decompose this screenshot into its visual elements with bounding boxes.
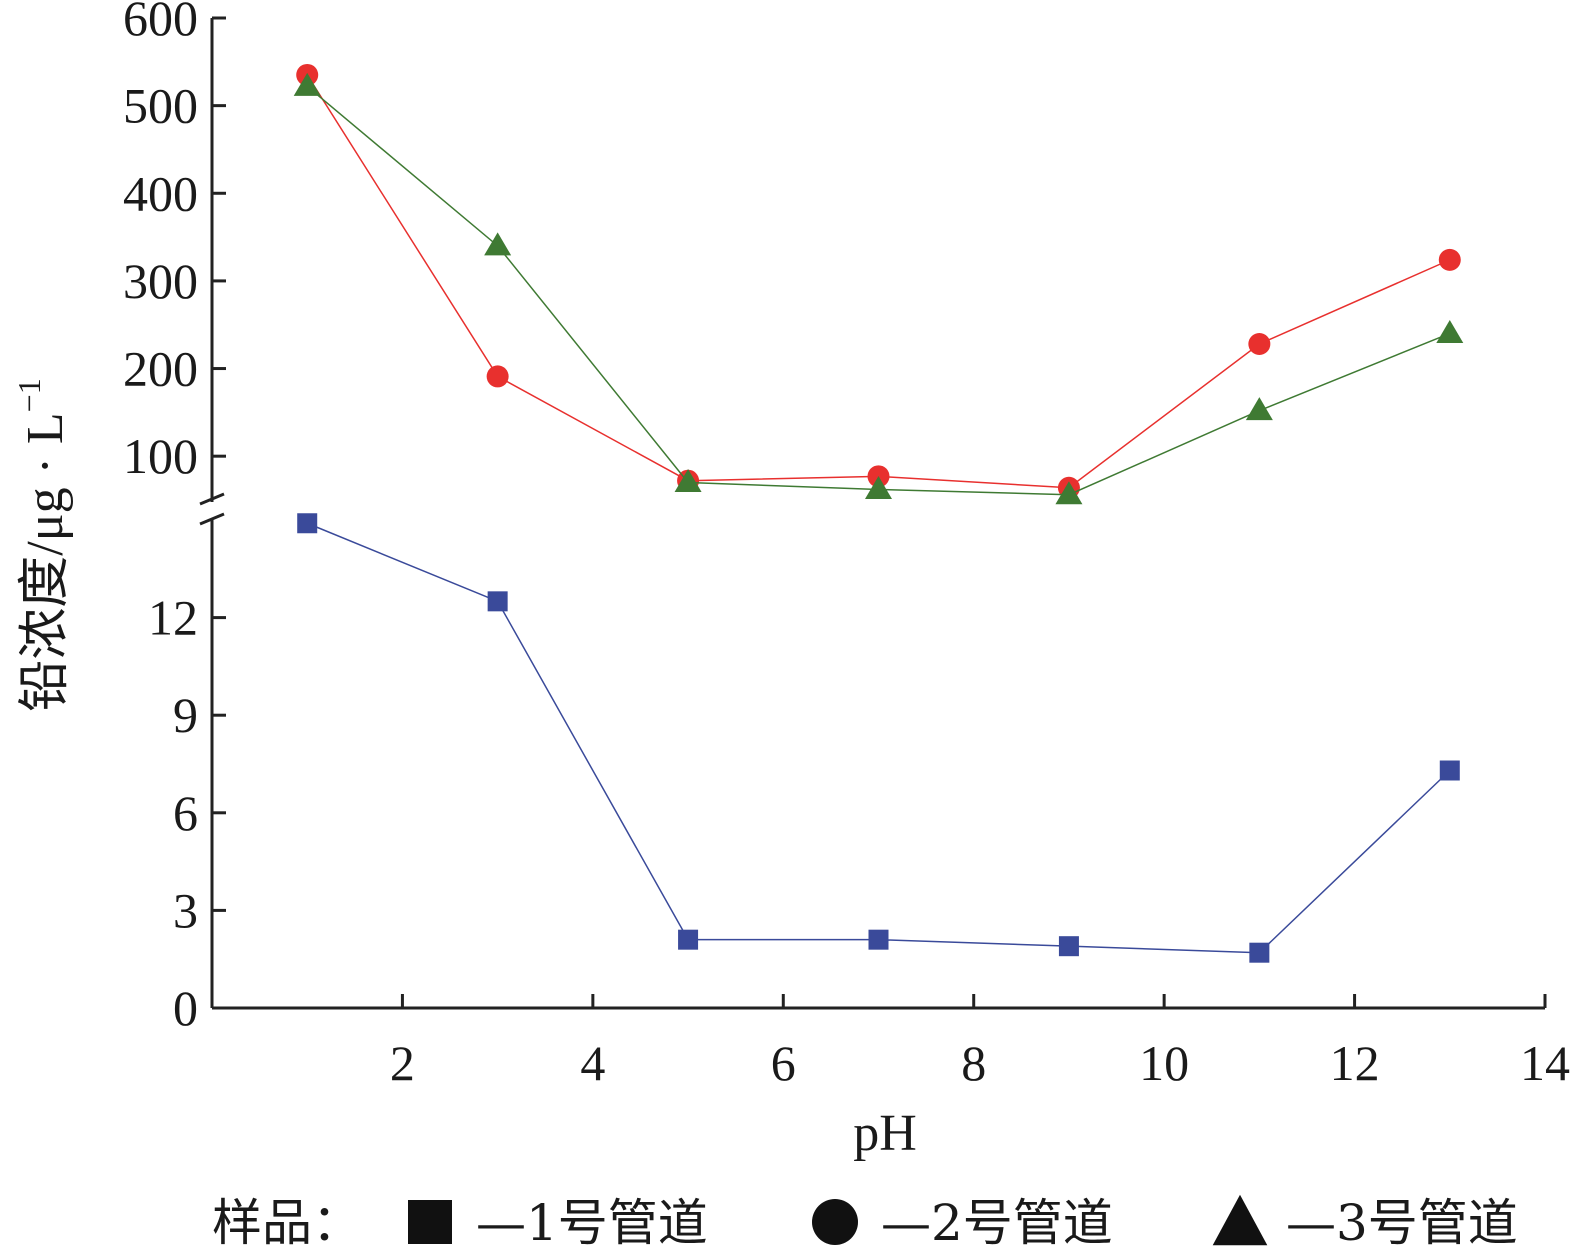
data-point — [293, 72, 321, 96]
y-axis-break-mark — [199, 512, 225, 526]
y-tick-label-upper: 400 — [123, 165, 198, 221]
data-point — [297, 513, 318, 534]
y-tick-label-lower: 12 — [148, 590, 198, 646]
y-tick-label-upper: 500 — [123, 78, 198, 134]
y-axis-title: 铅浓度/μg · L−1 — [11, 378, 74, 711]
legend-marker — [812, 1199, 858, 1245]
y-tick-label-lower: 3 — [173, 882, 198, 938]
series-line — [306, 74, 1451, 489]
y-tick-label-lower: 0 — [173, 980, 198, 1036]
legend-prefix: 样品： — [212, 1194, 362, 1252]
data-point — [1439, 760, 1460, 781]
legend: 样品： —1号管道 —2号管道 —3号管道 — [212, 1194, 1518, 1252]
x-tick-label: 2 — [390, 1035, 415, 1091]
data-point — [1249, 942, 1270, 963]
data-point — [868, 929, 889, 950]
svg-text:铅浓度/μg · L−1: 铅浓度/μg · L−1 — [11, 378, 74, 711]
data-point — [678, 929, 699, 950]
data-point — [865, 475, 892, 499]
data-point — [1436, 319, 1464, 343]
x-tick-label: 14 — [1520, 1035, 1570, 1091]
data-point — [1055, 481, 1083, 505]
data-point — [674, 468, 702, 492]
legend-label: —3号管道 — [1286, 1194, 1518, 1252]
y-tick-label-lower: 6 — [173, 785, 198, 841]
data-point — [1248, 333, 1271, 356]
series-line — [306, 85, 1451, 496]
x-tick-label: 8 — [961, 1035, 986, 1091]
data-point — [486, 365, 509, 388]
y-tick-label-upper: 200 — [123, 341, 198, 397]
x-tick-label: 4 — [580, 1035, 605, 1091]
x-axis-title: pH — [853, 1105, 917, 1162]
x-tick-label: 6 — [771, 1035, 796, 1091]
axes: 2 4 6 8 10 12 14 100 200 300 400 500 600 0 3 6 9 12 — [123, 0, 1570, 1091]
y-tick-label-upper: 300 — [123, 253, 198, 309]
data-point — [1058, 936, 1079, 957]
x-tick-label: 12 — [1330, 1035, 1380, 1091]
y-tick-label-upper: 100 — [123, 428, 198, 484]
y-axis-title-superscript: −1 — [11, 378, 47, 412]
y-tick-label-upper: 600 — [123, 0, 198, 46]
legend-label: —1号管道 — [476, 1194, 708, 1252]
y-axis-break-mark — [199, 492, 225, 506]
legend-marker — [408, 1200, 452, 1244]
data-point — [484, 232, 512, 256]
data-point — [1438, 248, 1461, 271]
legend-marker — [1212, 1194, 1268, 1246]
legend-label: —2号管道 — [881, 1194, 1113, 1252]
series-line — [306, 522, 1451, 954]
y-tick-label-lower: 9 — [173, 687, 198, 743]
data-point — [487, 591, 508, 612]
x-tick-label: 10 — [1139, 1035, 1189, 1091]
y-axis-title-main: 铅浓度/μg · L — [17, 412, 74, 711]
data-point — [1245, 397, 1273, 421]
series-layer — [293, 63, 1464, 963]
